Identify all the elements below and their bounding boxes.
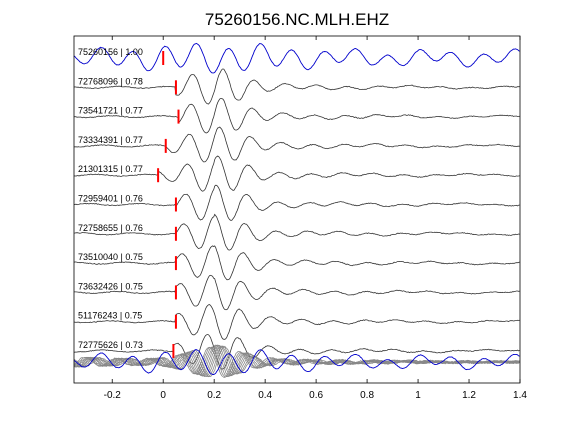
trace-line bbox=[73, 68, 520, 105]
trace-line bbox=[73, 155, 520, 192]
trace-label: 75260156 | 1.00 bbox=[78, 47, 143, 57]
x-tick-label: 0.4 bbox=[258, 390, 272, 401]
trace-label: 73510040 | 0.75 bbox=[78, 252, 143, 262]
trace-line bbox=[73, 42, 520, 74]
trace-label: 72959401 | 0.76 bbox=[78, 194, 143, 204]
overlay-trace bbox=[73, 345, 520, 377]
trace-line bbox=[73, 98, 520, 134]
x-axis: -0.2 0 0.2 0.4 0.6 0.8 1 1.2 1.4 bbox=[104, 36, 527, 401]
overlay-reference bbox=[73, 349, 520, 376]
x-tick-label: 0 bbox=[160, 390, 166, 401]
trace-labels: 75260156 | 1.00 72768096 | 0.78 73541721 |… bbox=[78, 47, 143, 350]
trace-line bbox=[73, 245, 520, 281]
x-tick-label: 1 bbox=[415, 390, 421, 401]
x-tick-label: -0.2 bbox=[104, 390, 122, 401]
trace-line bbox=[73, 304, 520, 340]
x-tick-label: 1.4 bbox=[513, 390, 527, 401]
trace-line bbox=[74, 274, 520, 311]
trace-label: 72775626 | 0.73 bbox=[78, 340, 143, 350]
overlay-stack bbox=[73, 344, 520, 378]
plot-frame bbox=[73, 35, 521, 384]
trace-label: 72768096 | 0.78 bbox=[78, 76, 143, 86]
x-tick-label: 1.2 bbox=[462, 390, 476, 401]
trace-line bbox=[73, 213, 520, 251]
trace-label: 73541721 | 0.77 bbox=[78, 106, 143, 116]
overlay-trace bbox=[73, 346, 520, 378]
traces-group bbox=[73, 42, 520, 370]
trace-line bbox=[73, 126, 520, 163]
chart-title: 75260156.NC.MLH.EHZ bbox=[205, 10, 389, 29]
trace-label: 72758655 | 0.76 bbox=[78, 223, 143, 233]
trace-label: 21301315 | 0.77 bbox=[78, 164, 143, 174]
trace-label: 73632426 | 0.75 bbox=[78, 281, 143, 291]
x-tick-label: 0.6 bbox=[309, 390, 323, 401]
trace-label: 51176243 | 0.75 bbox=[78, 311, 142, 321]
x-tick-label: 0.8 bbox=[360, 390, 374, 401]
trace-line bbox=[73, 334, 520, 370]
x-tick-label: 0.2 bbox=[207, 390, 221, 401]
trace-label: 73334391 | 0.77 bbox=[78, 135, 143, 145]
trace-line bbox=[73, 184, 520, 221]
pick-markers bbox=[157, 51, 180, 358]
